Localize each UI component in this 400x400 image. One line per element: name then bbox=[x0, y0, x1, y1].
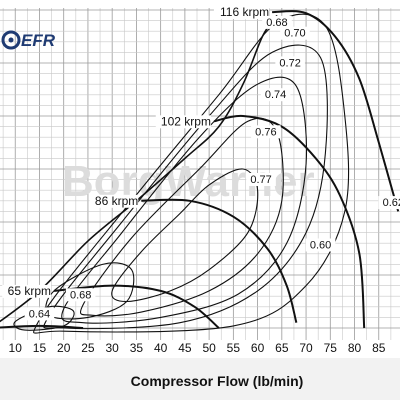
label-backdrop bbox=[280, 26, 310, 40]
label-backdrop bbox=[65, 288, 96, 302]
x-tick-label: 70 bbox=[299, 341, 313, 355]
efficiency-island bbox=[79, 117, 284, 317]
label-backdrop bbox=[275, 56, 305, 70]
x-axis-label: Compressor Flow (lb/min) bbox=[131, 373, 304, 389]
x-tick-label: 15 bbox=[33, 341, 47, 355]
x-tick-label: 50 bbox=[202, 341, 216, 355]
efficiency-label: 0.74 bbox=[265, 89, 286, 101]
x-tick-label: 30 bbox=[105, 341, 119, 355]
label-backdrop bbox=[24, 307, 55, 321]
efficiency-label: 0.62 bbox=[383, 197, 400, 209]
efficiency-label: 0.64 bbox=[29, 308, 50, 320]
speed-line-label: 102 krpm bbox=[161, 114, 211, 128]
turbo-logo-icon bbox=[1, 30, 21, 50]
speed-line bbox=[141, 198, 298, 323]
efficiency-island bbox=[33, 13, 350, 334]
efficiency-label: 0.72 bbox=[279, 57, 300, 69]
turbo-logo-icon-hub bbox=[8, 37, 14, 43]
x-tick-label: 45 bbox=[178, 341, 192, 355]
x-tick-label: 10 bbox=[9, 341, 23, 355]
grid bbox=[0, 8, 400, 340]
label-backdrop bbox=[246, 173, 276, 186]
label-backdrop bbox=[305, 238, 336, 252]
efficiency-label: 0.77 bbox=[250, 174, 271, 186]
efficiency-label: 0.70 bbox=[284, 28, 305, 40]
efficiency-island bbox=[43, 44, 328, 330]
speed-line bbox=[272, 10, 400, 212]
efficiency-label: 0.68 bbox=[70, 289, 91, 301]
efficiency-islands bbox=[13, 13, 350, 334]
x-tick-label: 80 bbox=[348, 341, 362, 355]
efficiency-label: 0.60 bbox=[310, 240, 331, 252]
speed-line-label: 65 krpm bbox=[8, 284, 51, 298]
efficiency-island bbox=[61, 76, 308, 324]
x-tick-label: 75 bbox=[324, 341, 338, 355]
x-tick-label: 60 bbox=[251, 341, 265, 355]
x-tick-label: 55 bbox=[227, 341, 241, 355]
speed-line-label: 116 krpm bbox=[220, 5, 269, 19]
label-backdrop bbox=[89, 194, 139, 208]
x-tick-label: 25 bbox=[81, 341, 95, 355]
x-tick-label: 65 bbox=[275, 341, 289, 355]
label-backdrop bbox=[155, 115, 211, 129]
surge-line bbox=[0, 14, 278, 323]
x-tick-label: 85 bbox=[372, 341, 386, 355]
efficiency-island bbox=[111, 168, 259, 303]
x-tick-labels: 10 15 20 25 30 35 40 45 50 55 60 65 70 75 80 85 bbox=[9, 341, 386, 355]
speed-lines bbox=[0, 10, 400, 329]
efr-logo: EFR bbox=[1, 30, 56, 50]
label-backdrop bbox=[378, 196, 400, 210]
label-backdrop bbox=[213, 6, 270, 20]
efficiency-label: 0.68 bbox=[266, 17, 287, 29]
efficiency-label: 0.76 bbox=[255, 126, 276, 138]
x-tick-label: 35 bbox=[130, 341, 144, 355]
label-backdrop bbox=[251, 125, 281, 139]
logo-text: EFR bbox=[21, 31, 56, 50]
speed-line-label: 86 krpm bbox=[95, 194, 138, 208]
speed-line bbox=[53, 284, 220, 329]
speed-line bbox=[0, 324, 84, 329]
label-backdrop bbox=[2, 284, 52, 298]
x-tick-label: 40 bbox=[154, 341, 168, 355]
label-backdrop bbox=[260, 88, 291, 102]
speed-line bbox=[213, 114, 366, 329]
label-backdrop bbox=[262, 15, 292, 29]
x-tick-label: 20 bbox=[57, 341, 71, 355]
x-label-band bbox=[0, 358, 400, 400]
